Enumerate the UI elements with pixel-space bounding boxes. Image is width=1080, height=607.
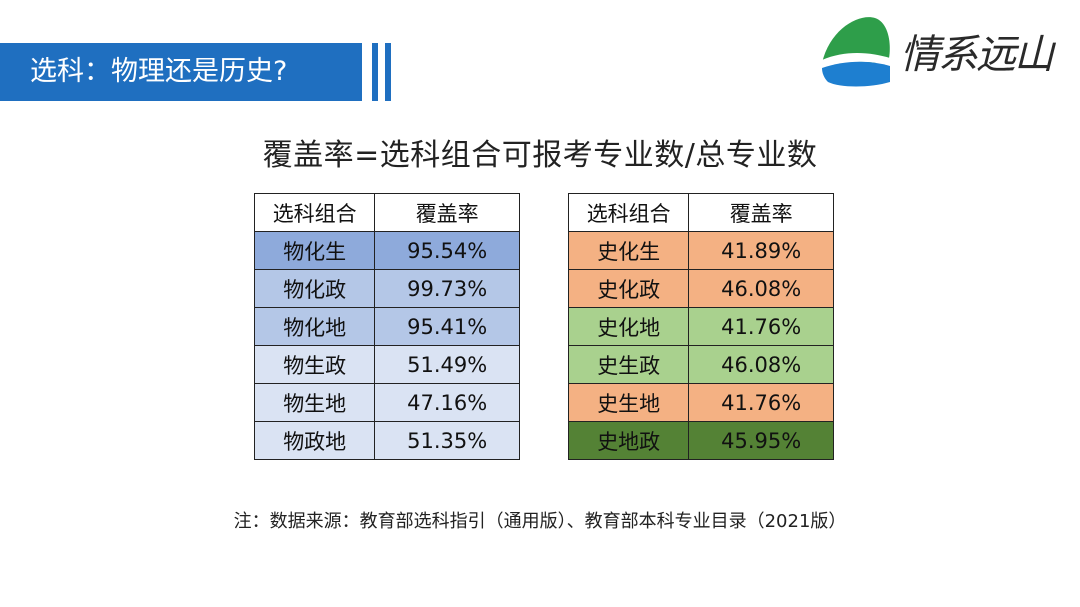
coverage-cell: 41.76% <box>688 383 834 422</box>
coverage-cell: 99.73% <box>374 269 520 308</box>
coverage-cell: 51.35% <box>374 421 520 460</box>
column-header-coverage: 覆盖率 <box>374 193 520 232</box>
combination-cell: 物生政 <box>253 345 376 384</box>
table-row: 物政地 51.35% <box>253 421 520 460</box>
table-row: 史生地 41.76% <box>567 383 834 422</box>
coverage-cell: 46.08% <box>688 345 834 384</box>
table-row: 物生地 47.16% <box>253 383 520 422</box>
history-combination-table: 选科组合 覆盖率 史化生 41.89% 史化政 46.08% 史化地 41.76… <box>567 193 834 460</box>
coverage-cell: 45.95% <box>688 421 834 460</box>
source-note: 注：数据来源：教育部选科指引（通用版）、教育部本科专业目录（2021版） <box>233 511 847 532</box>
table-row: 史地政 45.95% <box>567 421 834 460</box>
mountain-logo-icon <box>822 17 890 87</box>
column-header-combination: 选科组合 <box>253 193 376 232</box>
combination-cell: 史化生 <box>567 231 690 270</box>
title-accent-bar <box>372 43 378 101</box>
coverage-formula: 覆盖率=选科组合可报考专业数/总专业数 <box>262 138 818 173</box>
table-row: 物化地 95.41% <box>253 307 520 346</box>
combination-cell: 物化政 <box>253 269 376 308</box>
table-row: 史化政 46.08% <box>567 269 834 308</box>
combination-cell: 物政地 <box>253 421 376 460</box>
combination-cell: 物生地 <box>253 383 376 422</box>
coverage-cell: 95.41% <box>374 307 520 346</box>
table-row: 物化政 99.73% <box>253 269 520 308</box>
physics-combination-table: 选科组合 覆盖率 物化生 95.54% 物化政 99.73% 物化地 95.41… <box>253 193 520 460</box>
combination-cell: 物化生 <box>253 231 376 270</box>
combination-cell: 史地政 <box>567 421 690 460</box>
combination-cell: 史化地 <box>567 307 690 346</box>
combination-cell: 史生地 <box>567 383 690 422</box>
coverage-cell: 46.08% <box>688 269 834 308</box>
table-row: 史化地 41.76% <box>567 307 834 346</box>
table-row: 物生政 51.49% <box>253 345 520 384</box>
title-accent-bar <box>385 43 391 101</box>
table-row: 史化生 41.89% <box>567 231 834 270</box>
combination-cell: 史化政 <box>567 269 690 308</box>
combination-cell: 史生政 <box>567 345 690 384</box>
coverage-cell: 41.89% <box>688 231 834 270</box>
coverage-cell: 95.54% <box>374 231 520 270</box>
coverage-cell: 47.16% <box>374 383 520 422</box>
combination-cell: 物化地 <box>253 307 376 346</box>
table-row: 史生政 46.08% <box>567 345 834 384</box>
logo-text: 情系远山 <box>900 32 1054 78</box>
column-header-combination: 选科组合 <box>567 193 690 232</box>
coverage-cell: 41.76% <box>688 307 834 346</box>
table-row: 物化生 95.54% <box>253 231 520 270</box>
column-header-coverage: 覆盖率 <box>688 193 834 232</box>
slide-title: 选科：物理还是历史? <box>0 43 362 101</box>
coverage-cell: 51.49% <box>374 345 520 384</box>
